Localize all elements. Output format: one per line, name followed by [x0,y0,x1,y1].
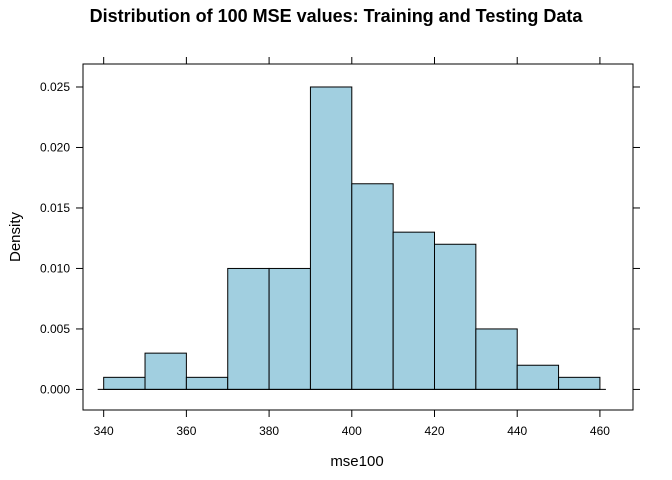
chart-title: Distribution of 100 MSE values: Training… [90,6,584,26]
histogram-bar [309,86,353,390]
histogram-bar [516,364,560,390]
x-tick-label: 380 [259,424,279,438]
x-axis-ticks: 340 360 380 400 420 440 460 [94,57,610,438]
plot-frame [82,63,634,411]
y-axis-label: Density [7,211,24,262]
y-tick-label: 0.025 [40,80,70,94]
histogram-bar [351,183,394,390]
x-axis-label: mse100 [330,453,383,470]
histogram-bar [558,376,601,390]
x-tick-label: 460 [590,424,610,438]
histogram-bar [434,243,477,390]
y-tick-label: 0.020 [40,140,70,154]
histogram-bar [227,267,270,390]
y-tick-label: 0.010 [40,261,70,275]
y-tick-label: 0.000 [40,382,70,396]
histogram-bar [268,267,311,390]
x-tick-label: 360 [176,424,196,438]
x-tick-label: 340 [94,424,114,438]
x-tick-label: 400 [342,424,362,438]
x-tick-label: 420 [424,424,444,438]
x-tick-label: 440 [507,424,527,438]
histogram-bar [392,231,436,390]
bars-group [97,86,606,390]
histogram-bar [475,328,518,390]
y-tick-label: 0.015 [40,201,70,215]
y-tick-label: 0.005 [40,322,70,336]
histogram-bar [185,376,229,390]
histogram-bar [103,376,146,390]
histogram-bar [144,352,187,390]
y-axis-ticks: 0.000 0.005 0.010 0.015 0.020 0.025 [40,80,640,396]
